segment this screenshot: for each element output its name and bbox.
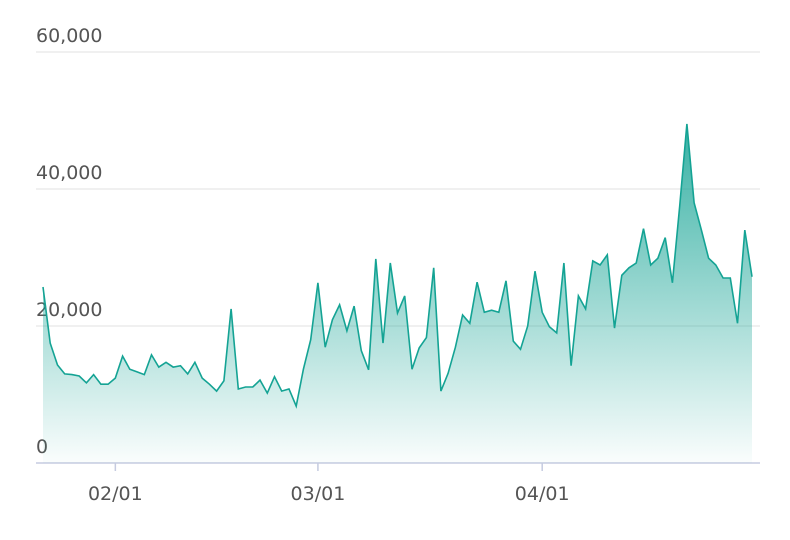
area-fill: [43, 123, 752, 464]
y-tick-label: 60,000: [36, 25, 102, 47]
x-tick-label: 02/01: [88, 483, 143, 505]
x-tick-label: 04/01: [515, 483, 570, 505]
line: [42, 123, 753, 409]
y-tick-label: 20,000: [36, 299, 102, 321]
y-tick-label: 40,000: [36, 162, 102, 184]
x-tick-label: 03/01: [291, 483, 346, 505]
